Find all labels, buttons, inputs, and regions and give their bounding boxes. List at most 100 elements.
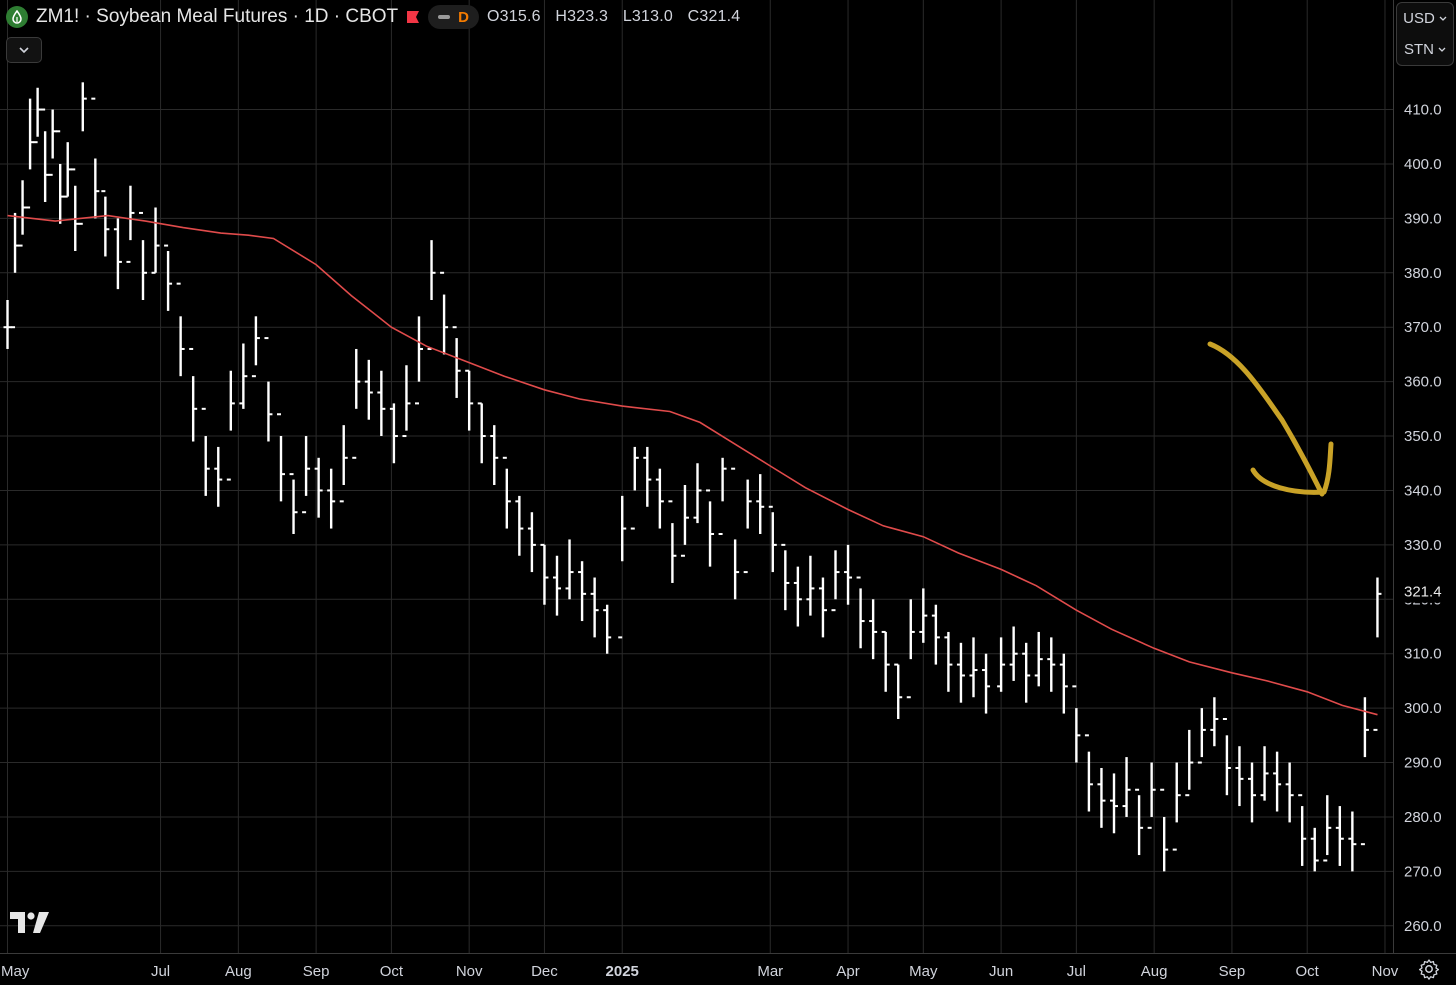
currency-label: USD bbox=[1403, 10, 1435, 27]
price-bar bbox=[1084, 734, 1093, 812]
price-tick-label: 270.0 bbox=[1404, 863, 1442, 880]
time-tick-label: Nov bbox=[456, 963, 483, 980]
moving-average-line bbox=[7, 214, 1378, 716]
price-bar bbox=[869, 599, 878, 660]
droplet-icon[interactable] bbox=[6, 6, 28, 28]
price-bar bbox=[768, 505, 777, 573]
price-bar bbox=[1235, 746, 1244, 807]
price-bar bbox=[1059, 653, 1068, 714]
price-bar bbox=[113, 218, 122, 290]
price-bar bbox=[314, 457, 323, 518]
price-bar bbox=[48, 109, 57, 176]
last-price-label: 321.4 bbox=[1404, 584, 1442, 601]
time-tick-label: Sep bbox=[303, 963, 330, 980]
interval-pill[interactable]: D bbox=[428, 5, 480, 29]
price-bar bbox=[1210, 697, 1219, 747]
price-bar bbox=[339, 425, 348, 503]
time-tick-label: Aug bbox=[225, 963, 252, 980]
symbol-title[interactable]: ZM1! · Soybean Meal Futures · 1D · CBOT bbox=[36, 6, 399, 27]
gear-icon[interactable] bbox=[1418, 958, 1440, 980]
price-bar bbox=[490, 425, 499, 486]
price-tick-label: 410.0 bbox=[1404, 102, 1442, 119]
price-bar bbox=[806, 555, 815, 616]
collapse-legend-button[interactable] bbox=[6, 37, 42, 63]
price-bar bbox=[944, 631, 953, 692]
price-bar bbox=[844, 544, 853, 605]
price-bar bbox=[781, 543, 790, 611]
chevron-down-icon bbox=[1438, 47, 1446, 52]
price-bar bbox=[1248, 762, 1257, 823]
price-bar bbox=[164, 244, 173, 311]
time-tick-label: Mar bbox=[757, 963, 783, 980]
price-bar bbox=[71, 168, 80, 252]
price-tick-label: 310.0 bbox=[1404, 646, 1442, 663]
price-bar bbox=[1047, 637, 1056, 692]
price-bar bbox=[1197, 708, 1206, 764]
price-bar bbox=[327, 468, 336, 529]
time-axis[interactable]: May Jul Aug Sep Oct Nov Dec 2025 Mar Apr May Jun Jul… bbox=[1, 963, 1399, 980]
chevron-down-icon bbox=[1439, 16, 1447, 21]
price-tick-label: 400.0 bbox=[1404, 156, 1442, 173]
price-bar bbox=[1122, 757, 1131, 817]
price-bar bbox=[680, 485, 689, 557]
time-tick-label: Aug bbox=[1141, 963, 1168, 980]
price-tick-label: 350.0 bbox=[1404, 428, 1442, 445]
price-bar bbox=[956, 642, 965, 703]
chevron-down-icon bbox=[19, 47, 29, 54]
price-bar bbox=[176, 282, 185, 377]
flag-icon[interactable] bbox=[406, 10, 420, 24]
price-bar bbox=[226, 370, 235, 481]
price-bar bbox=[214, 446, 223, 507]
hand-drawn-arrow bbox=[1207, 341, 1334, 497]
time-tick-label: 2025 bbox=[606, 963, 639, 980]
arrow-shaft bbox=[1207, 341, 1325, 497]
price-tick-label: 370.0 bbox=[1404, 319, 1442, 336]
price-bar bbox=[969, 637, 978, 698]
price-tick-label: 290.0 bbox=[1404, 755, 1442, 772]
price-bar bbox=[56, 130, 65, 224]
price-bar bbox=[91, 97, 100, 219]
price-bar bbox=[251, 316, 260, 378]
price-bar bbox=[276, 413, 285, 502]
price-bar bbox=[1323, 795, 1332, 862]
price-bar bbox=[578, 561, 587, 622]
time-tick-label: Dec bbox=[531, 963, 558, 980]
price-bar bbox=[502, 456, 511, 529]
price-tick-label: 300.0 bbox=[1404, 700, 1442, 717]
unit-button[interactable]: STN bbox=[1397, 34, 1453, 65]
price-bar bbox=[377, 370, 386, 437]
ohlc-readout: O315.6 H323.3 L313.0 C321.4 bbox=[487, 8, 750, 26]
price-bar bbox=[126, 185, 135, 263]
price-bar bbox=[18, 180, 27, 247]
price-bar bbox=[440, 271, 449, 355]
price-tick-label: 280.0 bbox=[1404, 809, 1442, 826]
time-tick-label: May bbox=[1, 963, 30, 980]
price-bar bbox=[1110, 773, 1119, 834]
currency-button[interactable]: USD bbox=[1397, 3, 1453, 34]
price-bar bbox=[515, 495, 524, 556]
price-bar bbox=[427, 240, 436, 350]
price-bar bbox=[603, 604, 612, 654]
price-bar bbox=[1022, 642, 1031, 703]
price-bar bbox=[352, 348, 361, 459]
price-bar bbox=[465, 369, 474, 431]
price-bar bbox=[552, 555, 561, 616]
tradingview-logo-icon[interactable] bbox=[10, 912, 50, 939]
ohlc-close: C321.4 bbox=[687, 8, 741, 25]
price-bar bbox=[1360, 697, 1369, 846]
price-bar bbox=[718, 457, 727, 535]
price-bar bbox=[1160, 788, 1169, 872]
time-tick-label: Oct bbox=[1296, 963, 1320, 980]
price-bar bbox=[630, 446, 639, 530]
price-axis[interactable]: 410.0 400.0 390.0 380.0 370.0 360.0 350.0 340.0… bbox=[1396, 102, 1454, 935]
ohlc-low: L313.0 bbox=[622, 8, 673, 25]
price-bar bbox=[618, 495, 627, 639]
price-bar bbox=[906, 599, 915, 699]
price-bar bbox=[101, 190, 110, 257]
price-bar bbox=[590, 577, 599, 638]
price-bar bbox=[452, 326, 461, 398]
time-tick-label: Oct bbox=[380, 963, 404, 980]
price-bar bbox=[1348, 811, 1357, 872]
price-bar bbox=[743, 479, 752, 574]
